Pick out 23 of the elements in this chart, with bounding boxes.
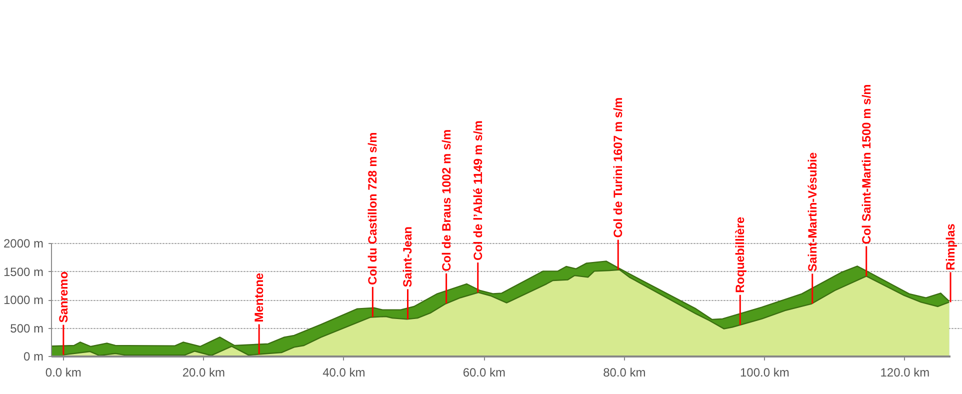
annotation: Col Saint-Martin 1500 m s/m — [859, 84, 874, 244]
annotation: Roquebillière — [733, 216, 748, 293]
y-tick-label: 2000 m — [3, 236, 44, 250]
y-tick-label: 0 m — [23, 350, 44, 364]
annotation: Col de Braus 1002 m s/m — [439, 129, 454, 272]
y-tick-label: 1500 m — [3, 264, 44, 279]
x-tick-label: 0.0 km — [45, 366, 82, 380]
annotation: Col de l’Ablé 1149 m s/m — [470, 120, 485, 260]
y-tick-label: 1000 m — [3, 293, 44, 307]
annotation: Saint-Martin-Vésubie — [805, 152, 820, 272]
annotation: Col de Turini 1607 m s/m — [611, 97, 626, 238]
y-tick-label: 500 m — [10, 321, 44, 336]
annotation: Mentone — [252, 272, 266, 322]
annotation: Rimplas — [944, 223, 958, 270]
annotation: Col du Castillon 728 m s/m — [366, 132, 380, 285]
x-tick-label: 40.0 km — [322, 366, 366, 380]
x-tick-label: 80.0 km — [603, 366, 646, 380]
x-tick-label: 120.0 km — [880, 366, 930, 380]
x-tick-label: 100.0 km — [740, 366, 790, 380]
annotation: Sanremo — [56, 271, 70, 323]
x-tick-label: 20.0 km — [182, 366, 226, 380]
x-tick-label: 60.0 km — [462, 366, 506, 380]
annotation: Saint-Jean — [400, 226, 415, 288]
